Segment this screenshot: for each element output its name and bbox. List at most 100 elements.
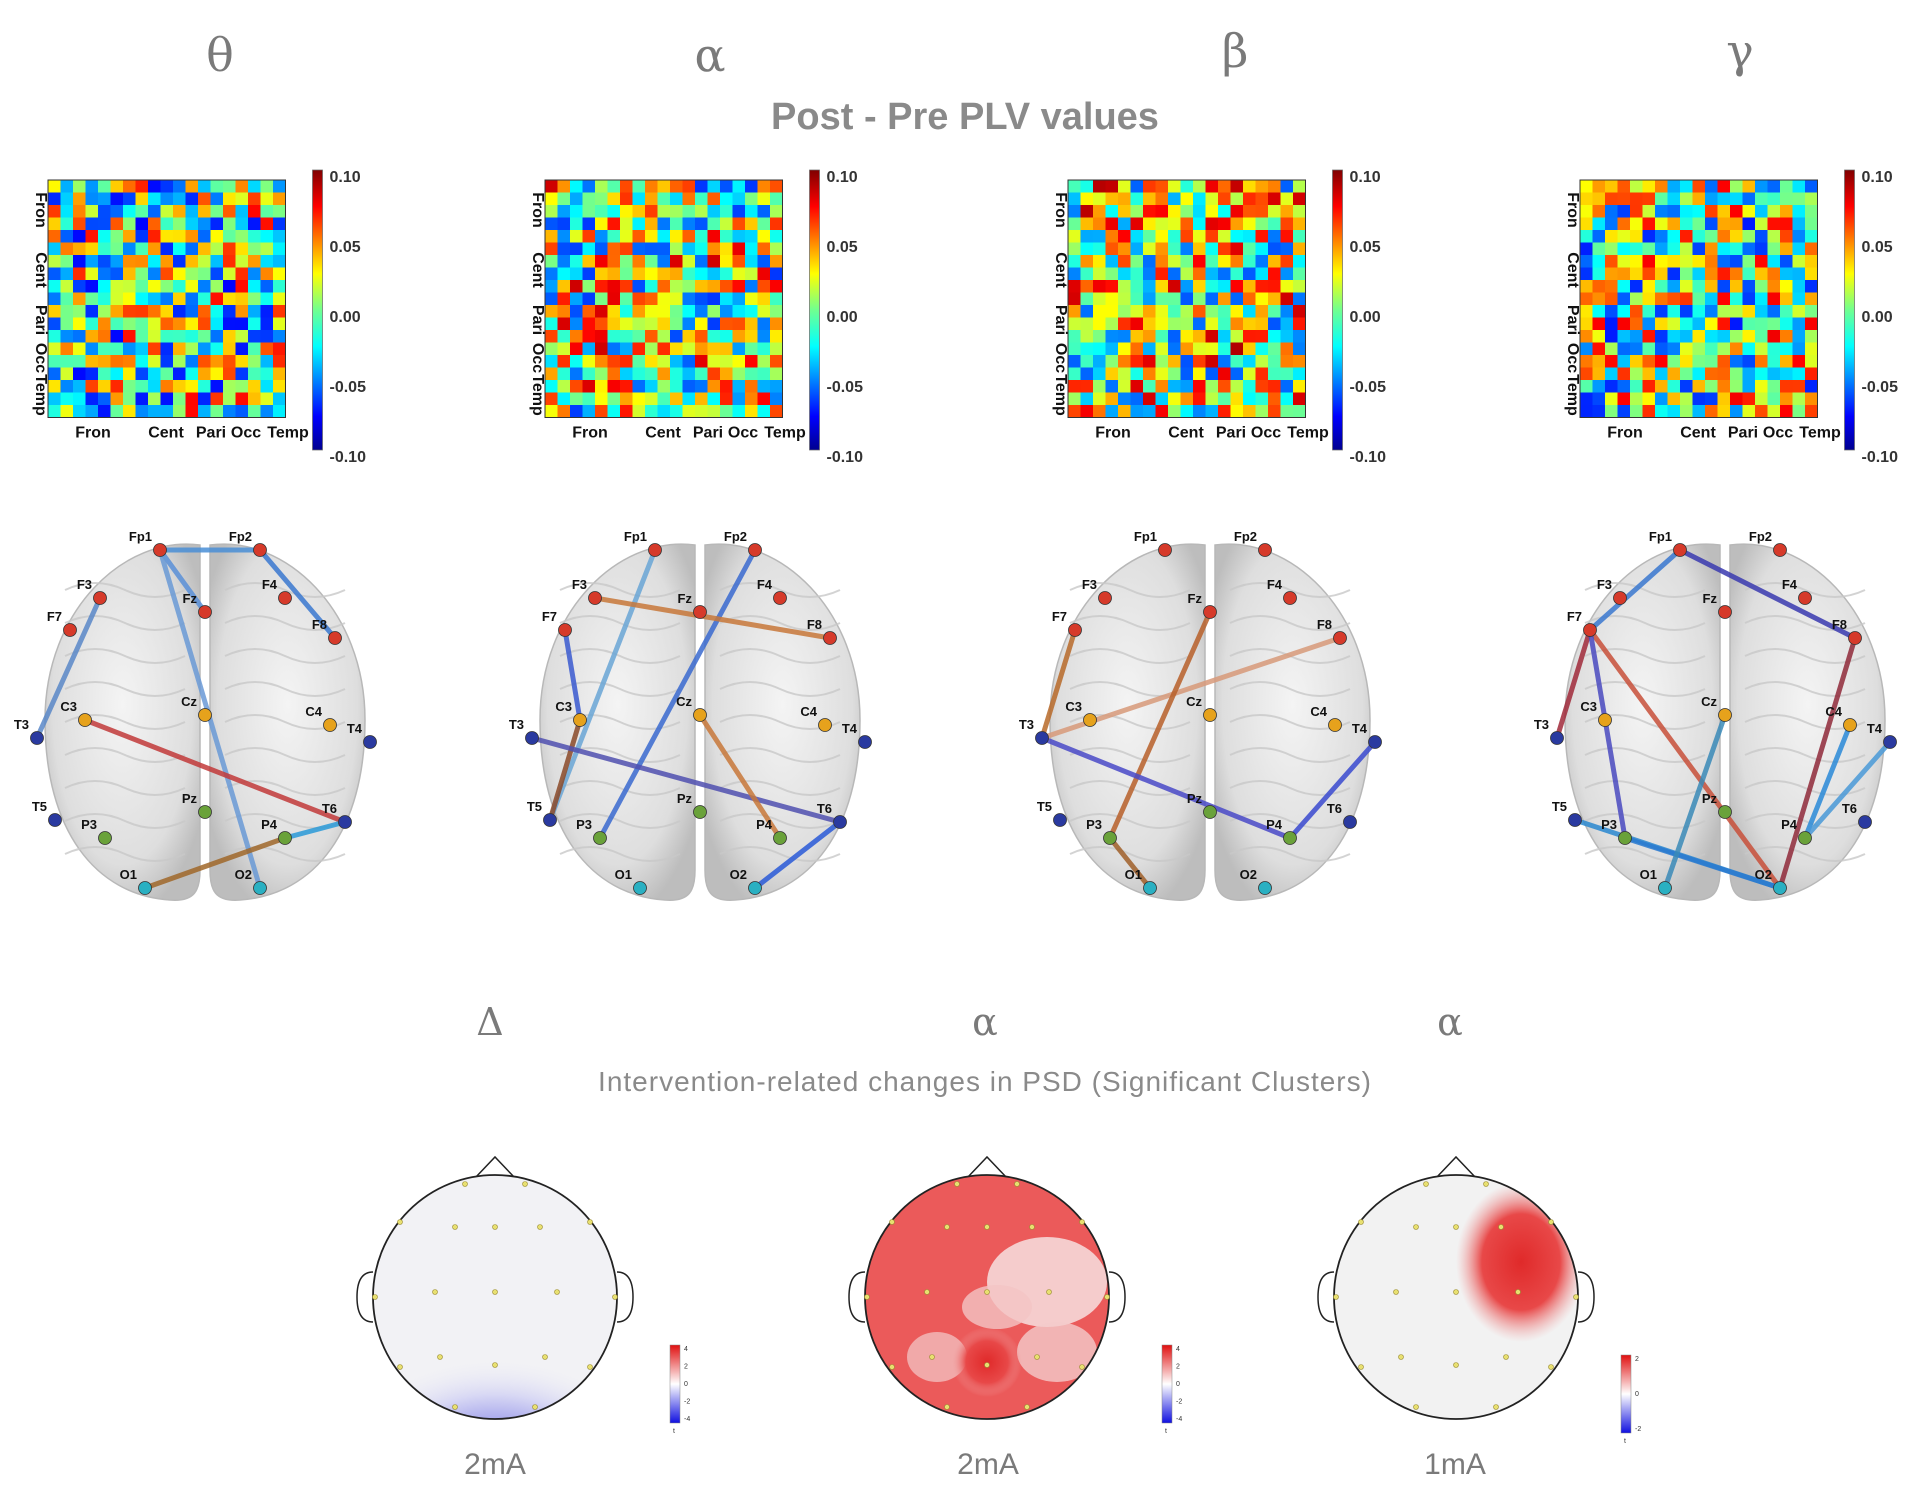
sensor-dot bbox=[984, 1362, 990, 1368]
matrix-x-tick-label: Occ bbox=[1763, 425, 1793, 442]
electrode-cz bbox=[1203, 708, 1217, 722]
electrode-label: Pz bbox=[677, 791, 693, 806]
matrix-x-tick-label: Pari bbox=[693, 425, 723, 442]
sensor-dot bbox=[1503, 1354, 1509, 1360]
electrode-t6 bbox=[338, 815, 352, 829]
plv-colorbar-tick-label: 0.05 bbox=[827, 239, 858, 256]
electrode-f7 bbox=[1583, 623, 1597, 637]
electrode-label: F7 bbox=[1567, 609, 1582, 624]
electrode-fp1 bbox=[1673, 543, 1687, 557]
electrode-fp2 bbox=[748, 543, 762, 557]
connection-fz-p3 bbox=[1107, 609, 1213, 841]
matrix-y-tick-label: Temp bbox=[529, 374, 546, 416]
plv-colorbar-tick-label: 0.05 bbox=[330, 239, 361, 256]
sensor-dot bbox=[889, 1364, 895, 1370]
connection-f3-f8 bbox=[592, 595, 833, 641]
right-ear bbox=[1577, 1271, 1595, 1323]
sensor-dot bbox=[542, 1354, 548, 1360]
connection-fp2-f8 bbox=[257, 547, 338, 641]
connection-o2-f8 bbox=[1777, 635, 1858, 891]
connection-f7-p3 bbox=[1587, 627, 1628, 841]
electrode-label: P4 bbox=[1781, 817, 1798, 832]
psd-colorbar-tick-label: 4 bbox=[684, 1346, 688, 1353]
sensor-dot bbox=[432, 1289, 438, 1295]
connection-o1-p4 bbox=[142, 835, 288, 891]
plv-colorbar bbox=[1332, 169, 1343, 451]
electrode-label: O1 bbox=[120, 867, 137, 882]
psd-colorbar-tick-label: -2 bbox=[1635, 1426, 1641, 1433]
electrode-c4 bbox=[1843, 718, 1857, 732]
sensor-dot bbox=[537, 1224, 543, 1230]
electrode-fz bbox=[198, 605, 212, 619]
sensor-dot bbox=[1453, 1289, 1459, 1295]
left-ear bbox=[356, 1271, 374, 1323]
electrode-label: F3 bbox=[1597, 577, 1612, 592]
electrode-label: F4 bbox=[1782, 577, 1798, 592]
sensor-dot bbox=[1358, 1219, 1364, 1225]
electrode-label: P3 bbox=[81, 817, 97, 832]
matrix-y-tick-label: Fron bbox=[32, 192, 49, 228]
electrode-f4 bbox=[278, 591, 292, 605]
electrode-label: T5 bbox=[32, 799, 47, 814]
electrode-t4 bbox=[1883, 735, 1897, 749]
connection-cz-p4 bbox=[697, 712, 783, 841]
psd-colorbar-tick-label: -2 bbox=[1176, 1399, 1182, 1406]
right-ear bbox=[1108, 1271, 1126, 1323]
electrode-t3 bbox=[1550, 731, 1564, 745]
electrode-label: F8 bbox=[1317, 617, 1332, 632]
electrode-fp1 bbox=[153, 543, 167, 557]
sensor-dot bbox=[1423, 1181, 1429, 1187]
electrode-p4 bbox=[278, 831, 292, 845]
sensor-dot bbox=[1398, 1354, 1404, 1360]
sensor-dot bbox=[1413, 1404, 1419, 1410]
sensor-dot bbox=[944, 1224, 950, 1230]
band-label-alpha: α bbox=[694, 28, 726, 82]
sensor-dot bbox=[1498, 1224, 1504, 1230]
electrode-t6 bbox=[1343, 815, 1357, 829]
right-ear bbox=[616, 1271, 634, 1323]
plv-colorbar-tick-label: -0.05 bbox=[1350, 379, 1387, 396]
electrode-fp1 bbox=[648, 543, 662, 557]
matrix-x-tick-label: Occ bbox=[1251, 425, 1281, 442]
matrix-x-tick-label: Temp bbox=[1799, 425, 1841, 442]
electrode-label: C3 bbox=[60, 699, 77, 714]
electrode-t5 bbox=[48, 813, 62, 827]
sensor-dot bbox=[1034, 1354, 1040, 1360]
psd-topomap-row: 4 2 0 -2 -4 t 4 2 0 -2 -4 t 2 0 -2 t bbox=[356, 1155, 1641, 1445]
matrix-x-tick-label: Pari bbox=[1728, 425, 1758, 442]
sensor-dot bbox=[1393, 1289, 1399, 1295]
connection-fp1-fz bbox=[157, 547, 208, 615]
plv-colorbar bbox=[312, 169, 323, 451]
matrix-x-tick-label: Temp bbox=[764, 425, 806, 442]
plv-colorbar-tick-label: 0.00 bbox=[827, 309, 858, 326]
connection-f7-t3 bbox=[1039, 627, 1078, 741]
electrode-label: C4 bbox=[1310, 704, 1327, 719]
plv-colorbar-tick-label: 0.10 bbox=[330, 169, 361, 186]
electrode-label: T6 bbox=[817, 801, 832, 816]
electrode-label: Pz bbox=[1702, 791, 1718, 806]
matrix-x-tick-label: Cent bbox=[148, 425, 184, 442]
psd-colorbar-tick-label: -4 bbox=[684, 1416, 690, 1423]
plv-colorbar bbox=[1844, 169, 1855, 451]
matrix-x-tick-label: Fron bbox=[1607, 425, 1643, 442]
electrode-label: C4 bbox=[305, 704, 322, 719]
sensor-dot bbox=[462, 1181, 468, 1187]
brain-panel-1: Fp1 Fp2 F7 F3 Fz F4 F8 T3 C3 Cz C4 T4 T5 P3 Pz P4 T6 O1 O2 bbox=[14, 529, 377, 901]
matrix-x-tick-label: Pari bbox=[1216, 425, 1246, 442]
connection-fp1-t5 bbox=[547, 547, 658, 823]
electrode-t6 bbox=[833, 815, 847, 829]
psd-colorbar bbox=[1161, 1344, 1173, 1424]
electrode-p3 bbox=[98, 831, 112, 845]
electrode-label: T4 bbox=[842, 721, 858, 736]
psd-colorbar-tick-label: 2 bbox=[684, 1364, 688, 1371]
psd-colorbar-tick-label: -4 bbox=[1176, 1416, 1182, 1423]
band-label-gamma: γ bbox=[1726, 24, 1754, 78]
connection-p3-o2 bbox=[1622, 835, 1783, 891]
electrode-label: T5 bbox=[1552, 799, 1567, 814]
electrode-o1 bbox=[1658, 881, 1672, 895]
sensor-dot bbox=[1413, 1224, 1419, 1230]
sensor-dot bbox=[612, 1294, 618, 1300]
electrode-o1 bbox=[138, 881, 152, 895]
electrode-label: Fp1 bbox=[1134, 529, 1157, 544]
